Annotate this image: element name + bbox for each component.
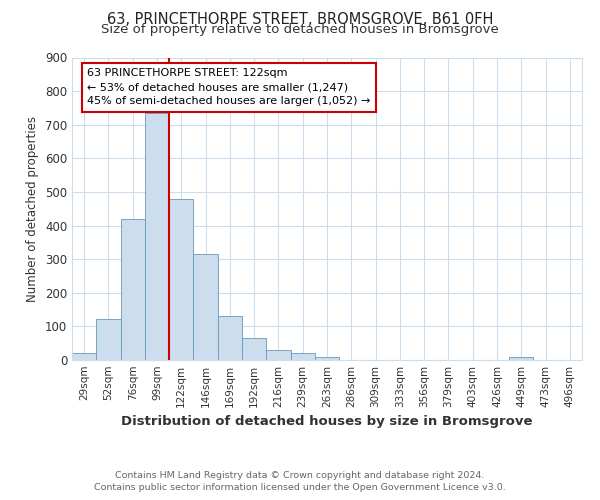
Bar [96, 319, 121, 360]
Bar [242, 338, 266, 360]
Bar [266, 350, 290, 360]
Text: 63 PRINCETHORPE STREET: 122sqm
← 53% of detached houses are smaller (1,247)
45% : 63 PRINCETHORPE STREET: 122sqm ← 53% of … [88, 68, 371, 106]
Y-axis label: Number of detached properties: Number of detached properties [26, 116, 40, 302]
Bar [193, 254, 218, 360]
Bar [290, 352, 315, 360]
Text: 63, PRINCETHORPE STREET, BROMSGROVE, B61 0FH: 63, PRINCETHORPE STREET, BROMSGROVE, B61… [107, 12, 493, 28]
Bar [72, 354, 96, 360]
Text: Size of property relative to detached houses in Bromsgrove: Size of property relative to detached ho… [101, 22, 499, 36]
Bar [145, 113, 169, 360]
Text: Contains HM Land Registry data © Crown copyright and database right 2024.
Contai: Contains HM Land Registry data © Crown c… [94, 471, 506, 492]
Bar [315, 356, 339, 360]
X-axis label: Distribution of detached houses by size in Bromsgrove: Distribution of detached houses by size … [121, 416, 533, 428]
Bar [218, 316, 242, 360]
Bar [509, 358, 533, 360]
Bar [121, 219, 145, 360]
Bar [169, 198, 193, 360]
